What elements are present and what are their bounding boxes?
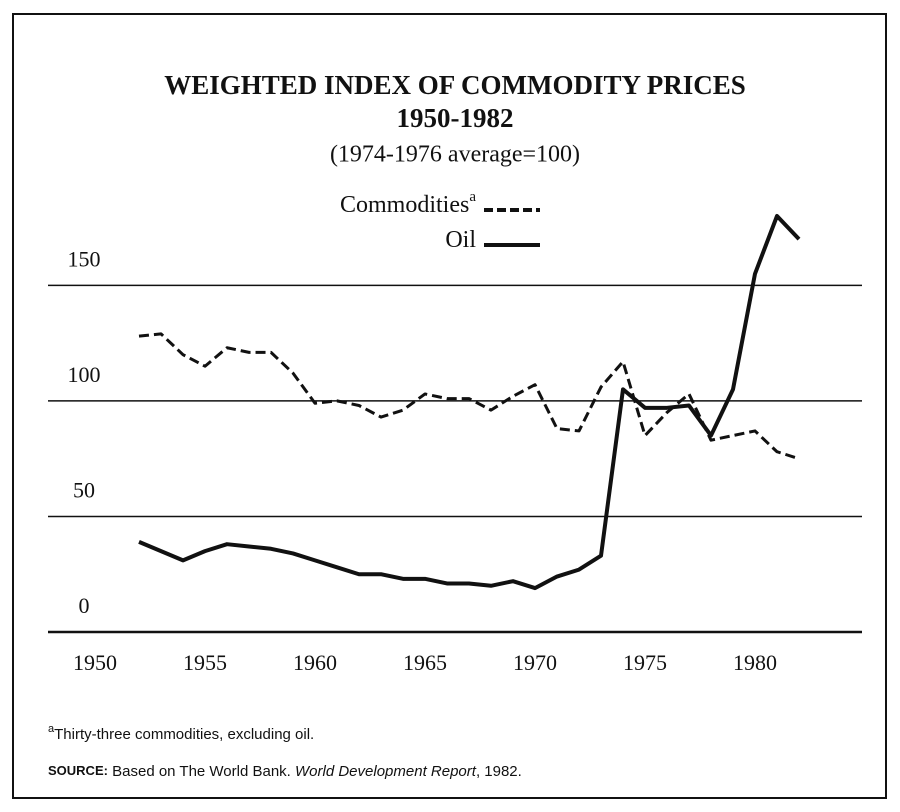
- y-tick-label: 50: [73, 477, 95, 502]
- legend-name: Oil: [445, 227, 476, 253]
- source-italic: World Development Report: [295, 763, 477, 780]
- source-text: Based on The World Bank.: [112, 763, 291, 780]
- x-tick-label: 1980: [733, 650, 777, 675]
- x-tick-label: 1975: [623, 650, 667, 675]
- legend-label: Oil: [445, 227, 476, 253]
- series-line: [138, 214, 801, 591]
- source: SOURCE: Based on The World Bank. World D…: [48, 763, 522, 780]
- x-tick-label: 1965: [403, 650, 447, 675]
- x-tick-label: 1955: [183, 650, 227, 675]
- footnote-text: Thirty-three commodities, excluding oil.: [54, 726, 314, 743]
- series-line: [138, 332, 800, 461]
- x-tick-label: 1970: [513, 650, 557, 675]
- x-tick-label: 1950: [73, 650, 117, 675]
- frame: [12, 13, 887, 799]
- chart-subtitle: 1950-1982: [397, 103, 514, 133]
- source-end: , 1982.: [476, 763, 522, 780]
- chart-note: (1974-1976 average=100): [330, 142, 580, 168]
- legend-name: Commodities: [340, 192, 469, 218]
- footnote: aThirty-three commodities, excluding oil…: [48, 723, 314, 743]
- legend-label: Commoditiesa: [340, 189, 476, 217]
- y-tick-label: 0: [79, 593, 90, 618]
- chart-title: WEIGHTED INDEX OF COMMODITY PRICES: [164, 70, 746, 100]
- footnote-marker: a: [48, 723, 55, 735]
- y-tick-label: 150: [68, 246, 101, 271]
- x-tick-label: 1960: [293, 650, 337, 675]
- y-tick-label: 100: [68, 362, 101, 387]
- source-label: SOURCE:: [48, 763, 108, 778]
- legend-marker: a: [469, 189, 476, 205]
